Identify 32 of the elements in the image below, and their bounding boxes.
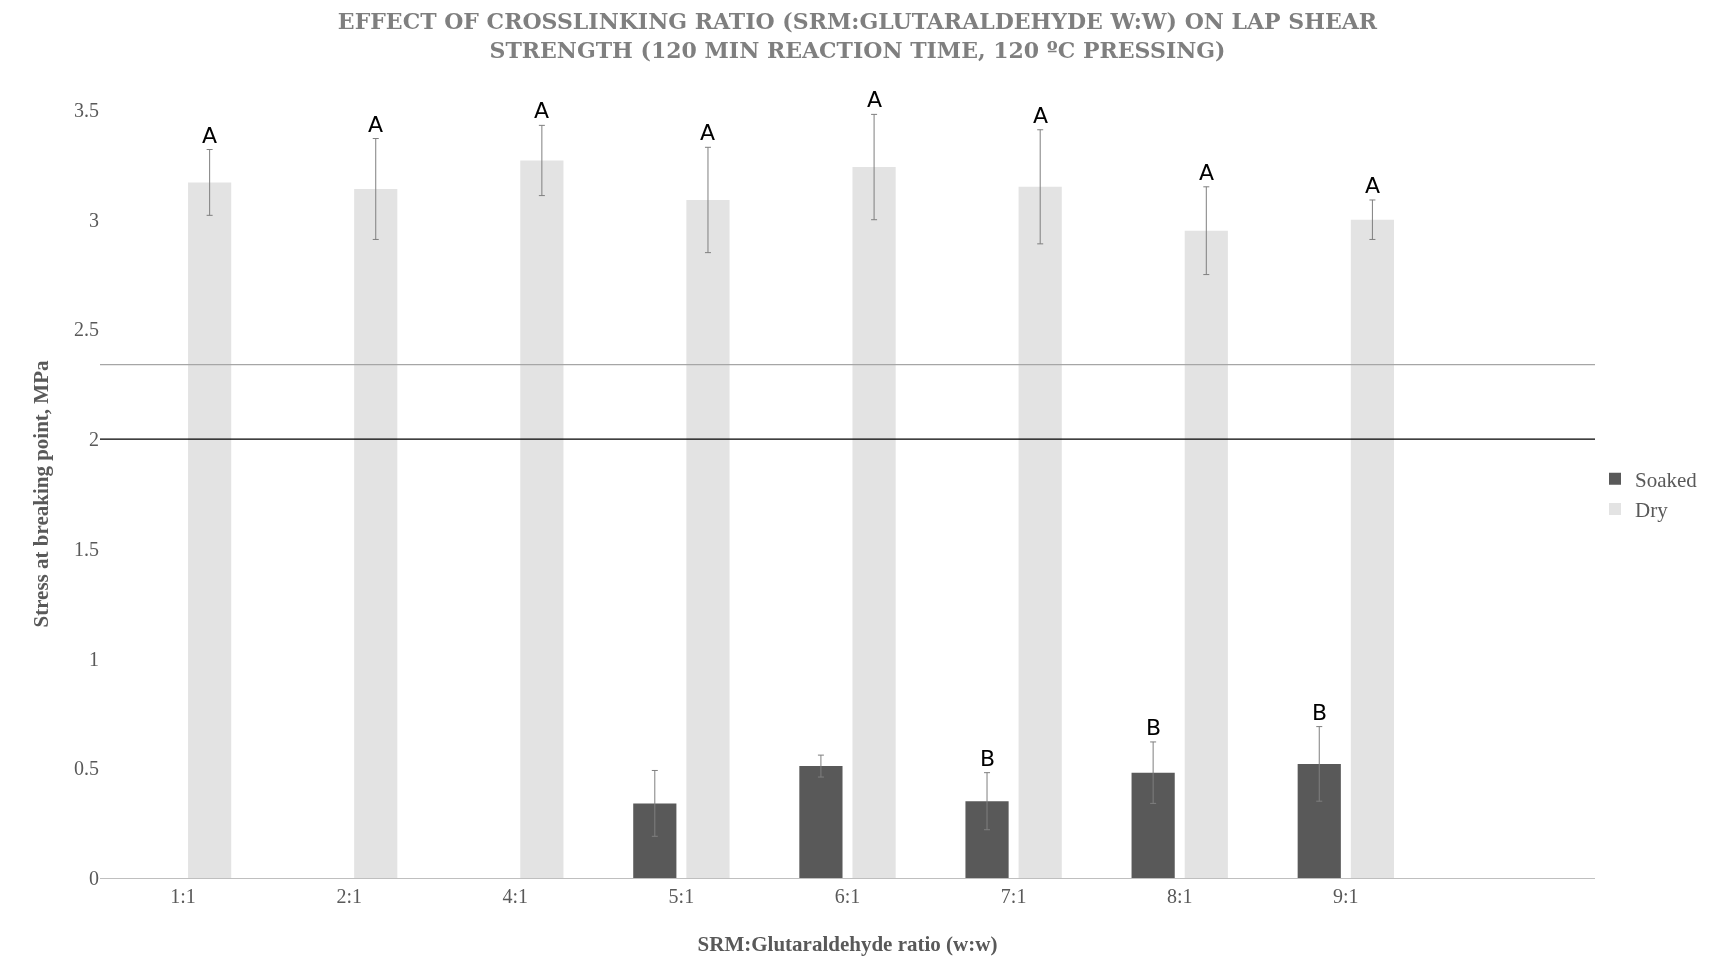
y-tick-label: 2 [89,428,99,451]
x-tick-label: 5:1 [668,885,695,907]
y-tick-label: 3.5 [74,99,99,121]
x-tick-label: 6:1 [834,885,861,907]
annotation: A [700,120,716,145]
x-axis-title: SRM:Glutaraldehyde ratio (w:w) [697,932,998,956]
annotation: A [867,87,883,112]
chart-title: EFFECT OF CROSSLINKING RATIO (SRM:GLUTARALDEHYDE W:W) ON LAP SHEAR STRENGTH (120 MIN REACTION TIME, 120 ºC PRESSING) [337,8,1378,63]
legend-label: Dry [1635,498,1669,523]
y-tick-label: 1 [89,647,99,670]
x-tick-label: 4:1 [502,885,529,907]
annotation: B [1312,700,1328,725]
legend-label: Soaked [1635,467,1698,492]
y-tick-label: 0 [89,867,99,889]
annotation: A [1365,173,1381,198]
annotation: A [534,98,550,123]
x-tick-label: 1:1 [170,885,196,907]
y-tick-label: 2.5 [74,318,99,341]
y-tick-label: 0.5 [74,757,99,780]
y-axis-title: Stress at breaking point, MPa [29,360,53,628]
y-tick-label: 1.5 [74,537,99,560]
annotation: A [368,112,384,137]
x-tick-label: 7:1 [1000,885,1027,907]
y-tick-label: 3 [89,208,99,231]
x-tick-label: 9:1 [1333,885,1359,907]
annotation: B [980,746,996,771]
annotation: A [1199,160,1215,185]
annotation: A [202,123,218,148]
annotation: A [1033,103,1049,128]
annotation: B [1146,715,1162,740]
x-tick-label: 8:1 [1166,885,1193,907]
x-tick-label: 2:1 [336,885,362,907]
